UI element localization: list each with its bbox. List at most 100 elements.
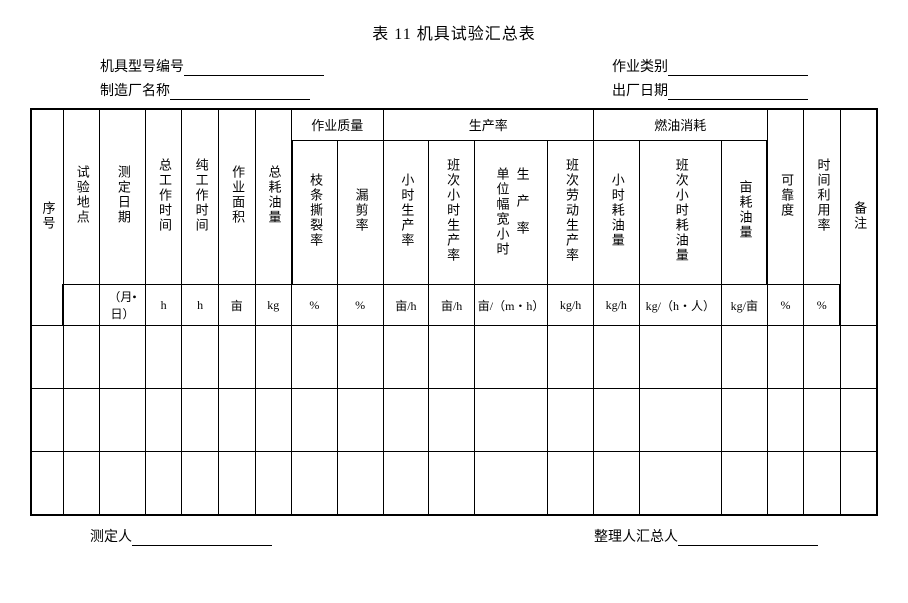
cell[interactable]: [337, 452, 383, 516]
cell[interactable]: [804, 326, 841, 389]
cell[interactable]: [63, 389, 100, 452]
col-reliability: 可靠度: [767, 109, 804, 285]
cell[interactable]: [182, 389, 219, 452]
col-hour-fuel: 小时耗油量: [593, 140, 639, 284]
unit-work-area: 亩: [218, 285, 255, 326]
cell[interactable]: [721, 326, 767, 389]
footer-tester: 测定人: [90, 526, 272, 546]
cell[interactable]: [383, 326, 429, 389]
col-fuel-group: 燃油消耗: [593, 109, 767, 140]
col-tear-rate: 枝条撕裂率: [292, 140, 338, 284]
cell[interactable]: [593, 452, 639, 516]
cell[interactable]: [145, 389, 182, 452]
cell[interactable]: [429, 452, 475, 516]
cell[interactable]: [475, 326, 548, 389]
meta-job-type-value[interactable]: [668, 59, 808, 76]
meta-factory-date-label: 出厂日期: [612, 80, 668, 100]
cell[interactable]: [429, 389, 475, 452]
cell[interactable]: [721, 452, 767, 516]
col-shift-hour-fuel: 班次小时耗油量: [639, 140, 721, 284]
cell[interactable]: [255, 326, 292, 389]
cell[interactable]: [840, 389, 877, 452]
meta-job-type-label: 作业类别: [612, 56, 668, 76]
meta-factory-date: 出厂日期: [612, 80, 808, 100]
cell[interactable]: [804, 452, 841, 516]
cell[interactable]: [721, 389, 767, 452]
cell[interactable]: [383, 389, 429, 452]
col-hour-prod: 小时生产率: [383, 140, 429, 284]
table-title: 表 11 机具试验汇总表: [30, 20, 878, 44]
cell[interactable]: [100, 452, 146, 516]
col-unit-width-hour: 单位幅宽小时 生产率: [475, 140, 548, 284]
cell[interactable]: [804, 389, 841, 452]
cell[interactable]: [548, 389, 594, 452]
cell[interactable]: [337, 389, 383, 452]
col-prod-group: 生产率: [383, 109, 593, 140]
cell[interactable]: [475, 389, 548, 452]
cell[interactable]: [429, 326, 475, 389]
unit-mu-fuel: kg/亩: [721, 285, 767, 326]
cell[interactable]: [767, 326, 804, 389]
col-shift-hour-prod: 班次小时生产率: [429, 140, 475, 284]
cell[interactable]: [767, 389, 804, 452]
cell[interactable]: [639, 452, 721, 516]
cell[interactable]: [31, 452, 63, 516]
cell[interactable]: [840, 452, 877, 516]
cell[interactable]: [292, 326, 338, 389]
unit-time-util: %: [804, 285, 841, 326]
col-total-work-time: 总工作时间: [145, 109, 182, 285]
cell[interactable]: [182, 452, 219, 516]
cell[interactable]: [218, 326, 255, 389]
meta-row-1: 机具型号编号 作业类别: [100, 56, 808, 76]
cell[interactable]: [548, 326, 594, 389]
meta-manufacturer-value[interactable]: [170, 83, 310, 100]
cell[interactable]: [218, 452, 255, 516]
col-total-fuel: 总耗油量: [255, 109, 292, 285]
cell[interactable]: [292, 389, 338, 452]
cell[interactable]: [639, 326, 721, 389]
unit-shift-hour-fuel: kg/（h・人）: [639, 285, 721, 326]
col-time-util: 时间利用率: [804, 109, 841, 285]
cell[interactable]: [639, 389, 721, 452]
cell[interactable]: [475, 452, 548, 516]
footer-tester-value[interactable]: [132, 529, 272, 546]
cell[interactable]: [63, 326, 100, 389]
meta-manufacturer: 制造厂名称: [100, 80, 310, 100]
cell[interactable]: [337, 326, 383, 389]
meta-job-type: 作业类别: [612, 56, 808, 76]
unit-shift-labor-prod: kg/h: [548, 285, 594, 326]
meta-factory-date-value[interactable]: [668, 83, 808, 100]
col-work-area: 作业面积: [218, 109, 255, 285]
unit-test-date: （月•日）: [100, 285, 146, 326]
col-remark: 备注: [840, 109, 877, 326]
unit-net-work-time: h: [182, 285, 219, 326]
cell[interactable]: [100, 389, 146, 452]
cell[interactable]: [593, 326, 639, 389]
cell[interactable]: [31, 326, 63, 389]
cell[interactable]: [182, 326, 219, 389]
meta-model-value[interactable]: [184, 59, 324, 76]
table-row: [31, 326, 877, 389]
col-net-work-time: 纯工作时间: [182, 109, 219, 285]
footer-compiler-value[interactable]: [678, 529, 818, 546]
col-miss-rate: 漏剪率: [337, 140, 383, 284]
summary-table: 序号 试验地点 测定日期 总工作时间 纯工作时间 作业面积 总耗油量 作业质量 …: [30, 108, 878, 516]
cell[interactable]: [31, 389, 63, 452]
cell[interactable]: [593, 389, 639, 452]
table-row: [31, 389, 877, 452]
cell[interactable]: [255, 452, 292, 516]
cell[interactable]: [218, 389, 255, 452]
cell[interactable]: [840, 326, 877, 389]
cell[interactable]: [63, 452, 100, 516]
unit-empty-1: [63, 285, 100, 326]
meta-manufacturer-label: 制造厂名称: [100, 80, 170, 100]
cell[interactable]: [145, 452, 182, 516]
cell[interactable]: [292, 452, 338, 516]
cell[interactable]: [767, 452, 804, 516]
cell[interactable]: [145, 326, 182, 389]
cell[interactable]: [255, 389, 292, 452]
cell[interactable]: [548, 452, 594, 516]
cell[interactable]: [100, 326, 146, 389]
cell[interactable]: [383, 452, 429, 516]
footer-tester-label: 测定人: [90, 526, 132, 546]
